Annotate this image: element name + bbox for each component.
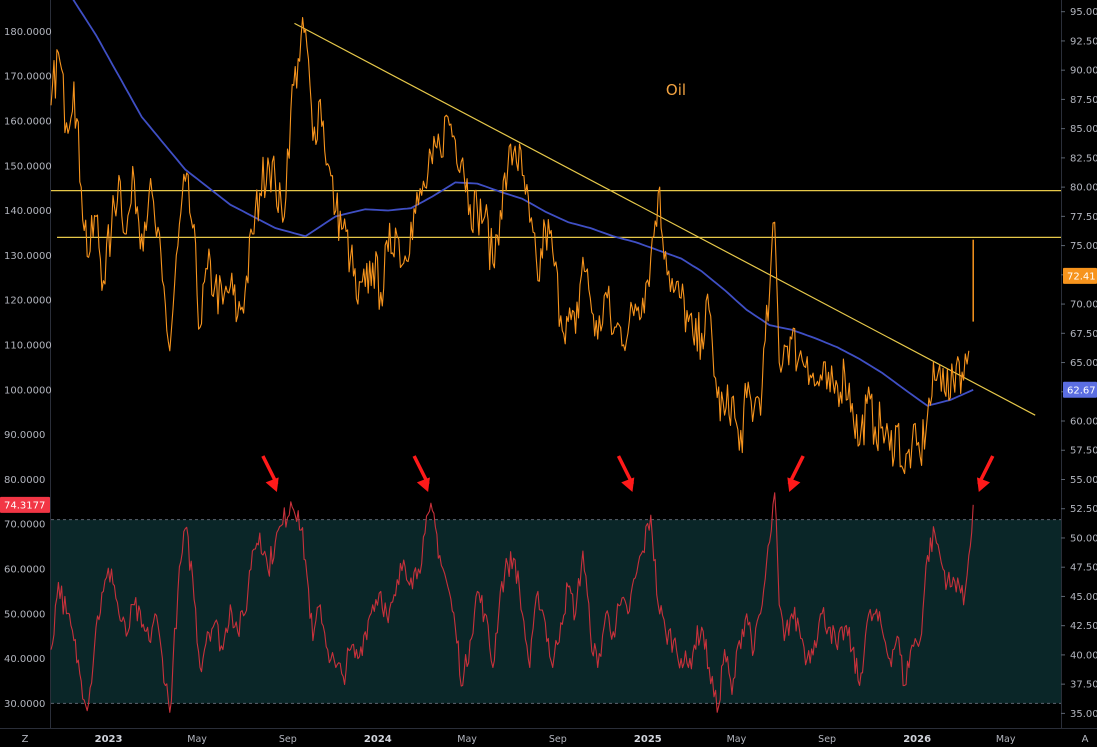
- right-axis-tick-label: 55.00: [1070, 475, 1097, 486]
- indicator-line: [50, 492, 974, 713]
- left-axis-tick-label: 170.0000: [4, 72, 52, 83]
- moving-average-layer: [72, 0, 974, 407]
- peak-arrow: [261, 455, 279, 492]
- right-axis-tick-label: 85.00: [1070, 124, 1097, 135]
- horizontal-levels-layer: [51, 190, 1061, 239]
- right-axis-tick-label: 60.00: [1070, 417, 1097, 428]
- last-value-badges: 72.41 62.67 74.3177: [0, 267, 1097, 513]
- time-axis-label: May: [727, 734, 747, 745]
- right-axis-tick-label: 35.00: [1070, 709, 1097, 720]
- left-axis-tick-label: 70.0000: [4, 520, 45, 531]
- right-axis-tick-label: 57.50: [1070, 446, 1097, 457]
- left-axis-tick-label: 80.0000: [4, 475, 45, 486]
- timezone-button-label: Z: [22, 734, 29, 745]
- peak-arrow: [412, 455, 430, 492]
- chart-title: Oil: [666, 81, 686, 99]
- time-axis-label: Sep: [818, 734, 836, 745]
- left-axis-tick-label: 90.0000: [4, 430, 45, 441]
- right-axis-tick-label: 75.00: [1070, 241, 1097, 252]
- time-axis[interactable]: 2023 May Sep 2024 May Sep 2025 May Sep 2026 May: [95, 734, 1016, 745]
- right-axis-tick-label: 47.50: [1070, 563, 1097, 574]
- right-axis-tick-label: 92.50: [1070, 36, 1097, 47]
- indicator-band-fill: [51, 519, 1061, 704]
- right-axis-tick-label: 37.50: [1070, 680, 1097, 691]
- last-indicator-badge-bg: [0, 496, 50, 513]
- left-axis-tick-label: 40.0000: [4, 654, 45, 665]
- peak-arrow-head: [265, 477, 279, 492]
- peak-arrow-head: [621, 477, 635, 492]
- time-axis-label: Sep: [549, 734, 567, 745]
- time-axis-label: 2026: [903, 734, 931, 745]
- right-axis-tick-label: 67.50: [1070, 329, 1097, 340]
- right-axis-tick-label: 70.00: [1070, 300, 1097, 311]
- last-indicator-badge: 74.3177: [4, 500, 45, 511]
- auto-scale-button[interactable]: A: [1076, 732, 1094, 745]
- right-axis-tick-label: 52.50: [1070, 504, 1097, 515]
- left-axis-tick-label: 160.0000: [4, 116, 52, 127]
- time-axis-label: 2025: [634, 734, 662, 745]
- left-axis-tick-label: 50.0000: [4, 609, 45, 620]
- last-price-badge: 72.41: [1067, 271, 1096, 282]
- left-axis-tick-label: 120.0000: [4, 296, 52, 307]
- right-price-axis[interactable]: 95.00 92.50 90.00 87.50 85.00 82.50 80.00 77.50…: [1061, 7, 1097, 720]
- left-axis-tick-label: 60.0000: [4, 564, 45, 575]
- last-ma-badge: 62.67: [1067, 385, 1096, 396]
- time-axis-label: May: [457, 734, 477, 745]
- last-price-badge-bg: [1063, 267, 1097, 284]
- peak-arrow-head: [787, 477, 801, 492]
- trendline-layer: [294, 22, 1036, 416]
- right-axis-tick-label: 87.50: [1070, 95, 1097, 106]
- right-axis-tick-label: 77.50: [1070, 212, 1097, 223]
- price-line: [50, 16, 970, 475]
- right-axis-tick-label: 40.00: [1070, 650, 1097, 661]
- time-axis-label: Sep: [279, 734, 297, 745]
- left-axis-tick-label: 100.0000: [4, 385, 52, 396]
- right-axis-tick-label: 50.00: [1070, 533, 1097, 544]
- indicator-band-layer: [51, 519, 1061, 704]
- moving-average-line: [72, 0, 974, 407]
- right-axis-tick-label: 65.00: [1070, 358, 1097, 369]
- price-layer: [50, 16, 974, 475]
- descending-trendline: [294, 22, 1036, 416]
- timezone-button[interactable]: Z: [16, 732, 34, 745]
- peak-arrow: [976, 455, 995, 492]
- left-indicator-axis[interactable]: 180.0000 170.0000 160.0000 150.0000 140.0000…: [4, 27, 52, 710]
- right-axis-tick-label: 95.00: [1070, 7, 1097, 18]
- right-axis-tick-label: 45.00: [1070, 592, 1097, 603]
- peak-arrow-head: [416, 477, 430, 492]
- arrows-layer: [261, 455, 995, 492]
- peak-arrow: [787, 455, 805, 492]
- indicator-layer: [50, 492, 974, 713]
- left-axis-tick-label: 140.0000: [4, 206, 52, 217]
- time-axis-label: May: [187, 734, 207, 745]
- time-axis-label: 2023: [95, 734, 123, 745]
- left-axis-tick-label: 130.0000: [4, 251, 52, 262]
- left-axis-tick-label: 180.0000: [4, 27, 52, 38]
- right-axis-tick-label: 80.00: [1070, 183, 1097, 194]
- right-axis-tick-label: 82.50: [1070, 153, 1097, 164]
- right-axis-tick-label: 90.00: [1070, 66, 1097, 77]
- peak-arrow: [616, 455, 635, 492]
- last-ma-badge-bg: [1063, 381, 1097, 398]
- time-axis-label: May: [996, 734, 1016, 745]
- time-axis-label: 2024: [364, 734, 392, 745]
- peak-arrow-head: [976, 477, 991, 492]
- auto-scale-button-label: A: [1082, 734, 1089, 745]
- left-axis-tick-label: 110.0000: [4, 340, 52, 351]
- left-axis-tick-label: 150.0000: [4, 161, 52, 172]
- left-axis-tick-label: 30.0000: [4, 699, 45, 710]
- right-axis-tick-label: 42.50: [1070, 621, 1097, 632]
